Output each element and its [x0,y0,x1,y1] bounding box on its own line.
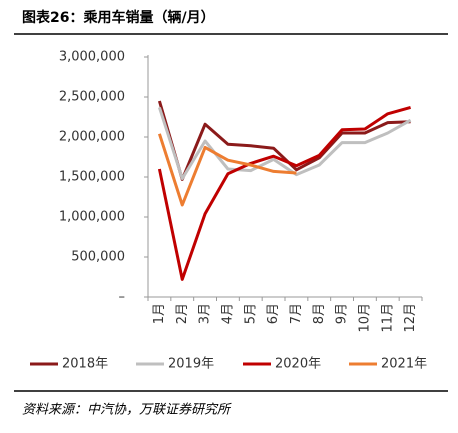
x-tick-label: 10月 [357,303,372,333]
x-tick-label: 2月 [175,303,190,324]
line-series [157,106,412,181]
y-tick-label: 500,000 [71,250,125,265]
y-tick-label: 2,500,000 [59,90,125,105]
chart-title: 图表26：乘用车销量（辆/月） [22,9,215,26]
x-tick-label: 1月 [152,303,167,324]
legend-label: 2021年 [381,357,427,372]
x-tick-label: 9月 [335,303,350,324]
x-tick-label: 12月 [403,303,418,333]
y-tick-label: – [119,290,126,305]
line-series [157,105,411,281]
legend-label: 2020年 [275,357,321,372]
legend-label: 2019年 [168,357,214,372]
x-tick-label: 5月 [243,303,258,324]
source: 资料来源：中汽协，万联证券研究所 [22,402,232,418]
line-series [157,133,297,207]
x-tick-label: 4月 [220,303,235,324]
y-tick-label: 1,000,000 [59,210,125,225]
x-tick-label: 3月 [198,303,213,324]
y-tick-label: 3,000,000 [59,50,125,65]
x-tick-label: 7月 [289,303,304,324]
y-tick-label: 1,500,000 [59,170,125,185]
legend-label: 2018年 [62,357,108,372]
x-tick-label: 6月 [266,303,281,324]
line-series [157,100,411,181]
x-tick-label: 11月 [380,303,395,333]
x-tick-label: 8月 [312,303,327,324]
y-tick-label: 2,000,000 [59,130,125,145]
